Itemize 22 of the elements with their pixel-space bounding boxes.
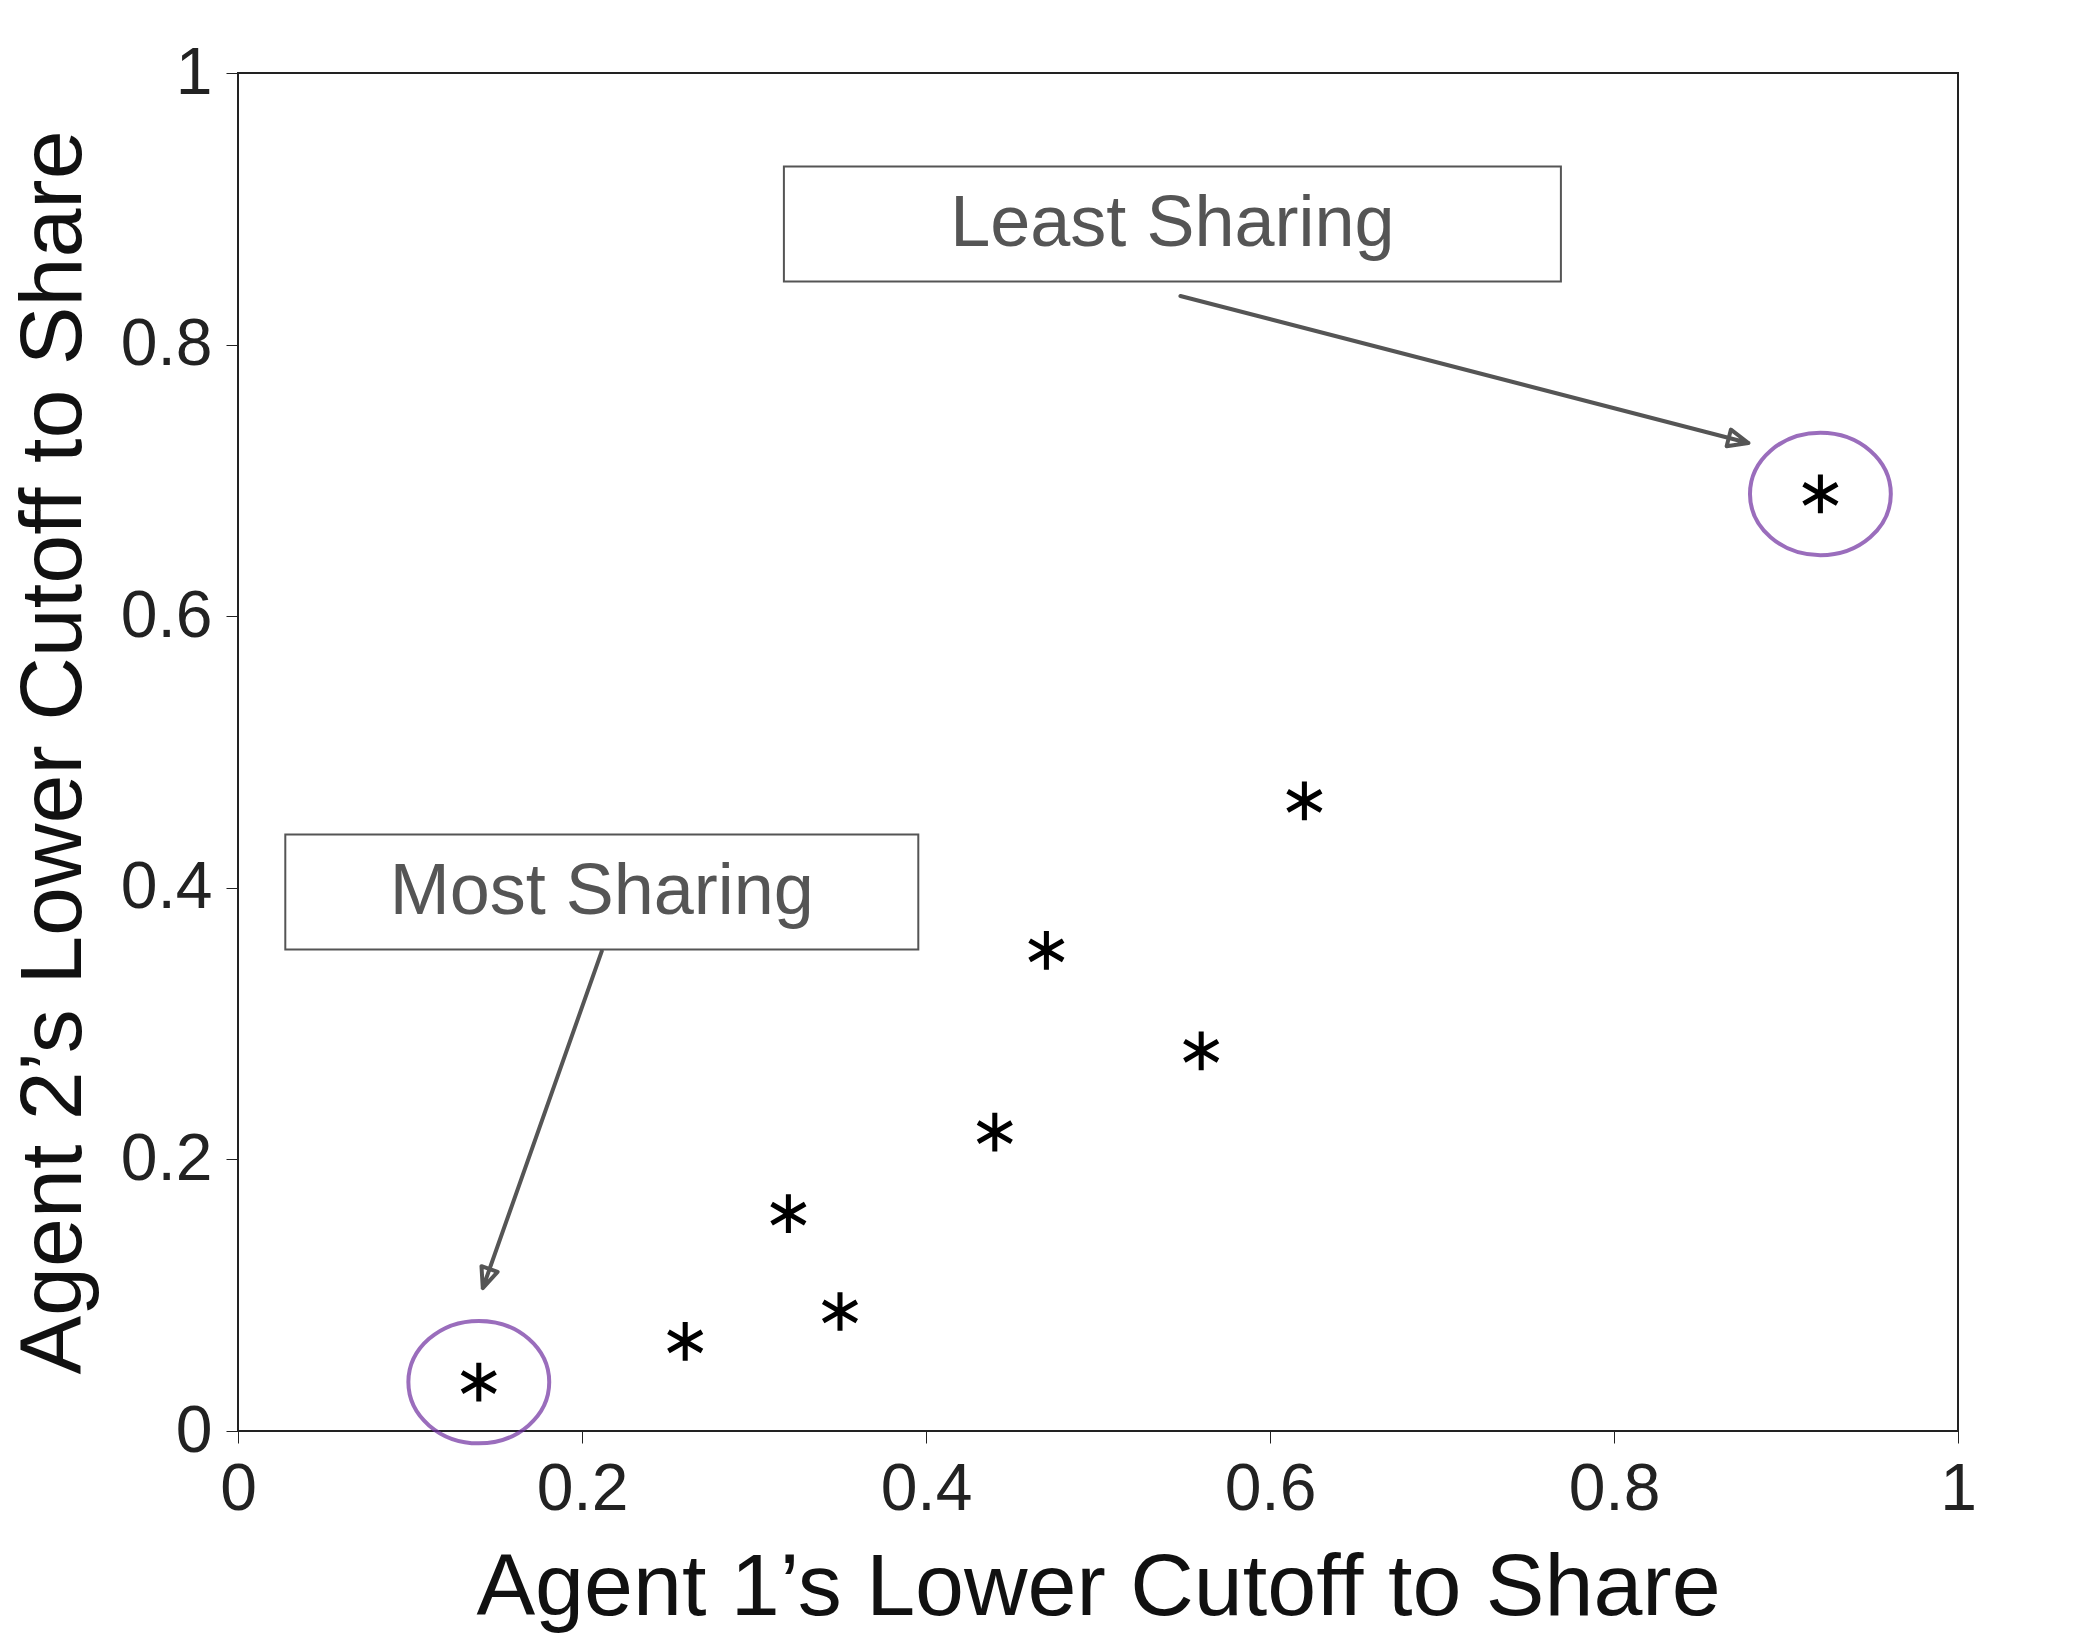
y-tick-label: 0: [175, 1391, 213, 1466]
x-tick-label: 0.4: [880, 1449, 973, 1524]
y-axis-title: Agent 2’s Lower Cutoff to Share: [0, 130, 100, 1375]
point: [770, 1194, 807, 1234]
x-axis-title: Agent 1’s Lower Cutoff to Share: [476, 1534, 1721, 1634]
y-tick-label: 0.2: [120, 1119, 213, 1194]
y-tick-label: 0.6: [120, 576, 213, 651]
point: [1286, 781, 1323, 821]
x-tick-label: 0.6: [1224, 1449, 1317, 1524]
annotation: Least Sharing: [950, 180, 1395, 261]
y-tick-label: 0.8: [120, 305, 213, 380]
point: [1183, 1031, 1220, 1071]
point: [821, 1292, 859, 1331]
x-tick-label: 1: [1940, 1449, 1977, 1524]
y-tick-label: 0.4: [120, 848, 213, 923]
point: [1028, 930, 1065, 970]
y-tick-label: 1: [175, 33, 213, 108]
annotation: Most Sharing: [389, 849, 814, 930]
point: [976, 1112, 1013, 1152]
x-tick-label: 0.8: [1568, 1449, 1661, 1524]
point: [667, 1322, 704, 1361]
x-tick-label: 0.2: [536, 1449, 629, 1524]
